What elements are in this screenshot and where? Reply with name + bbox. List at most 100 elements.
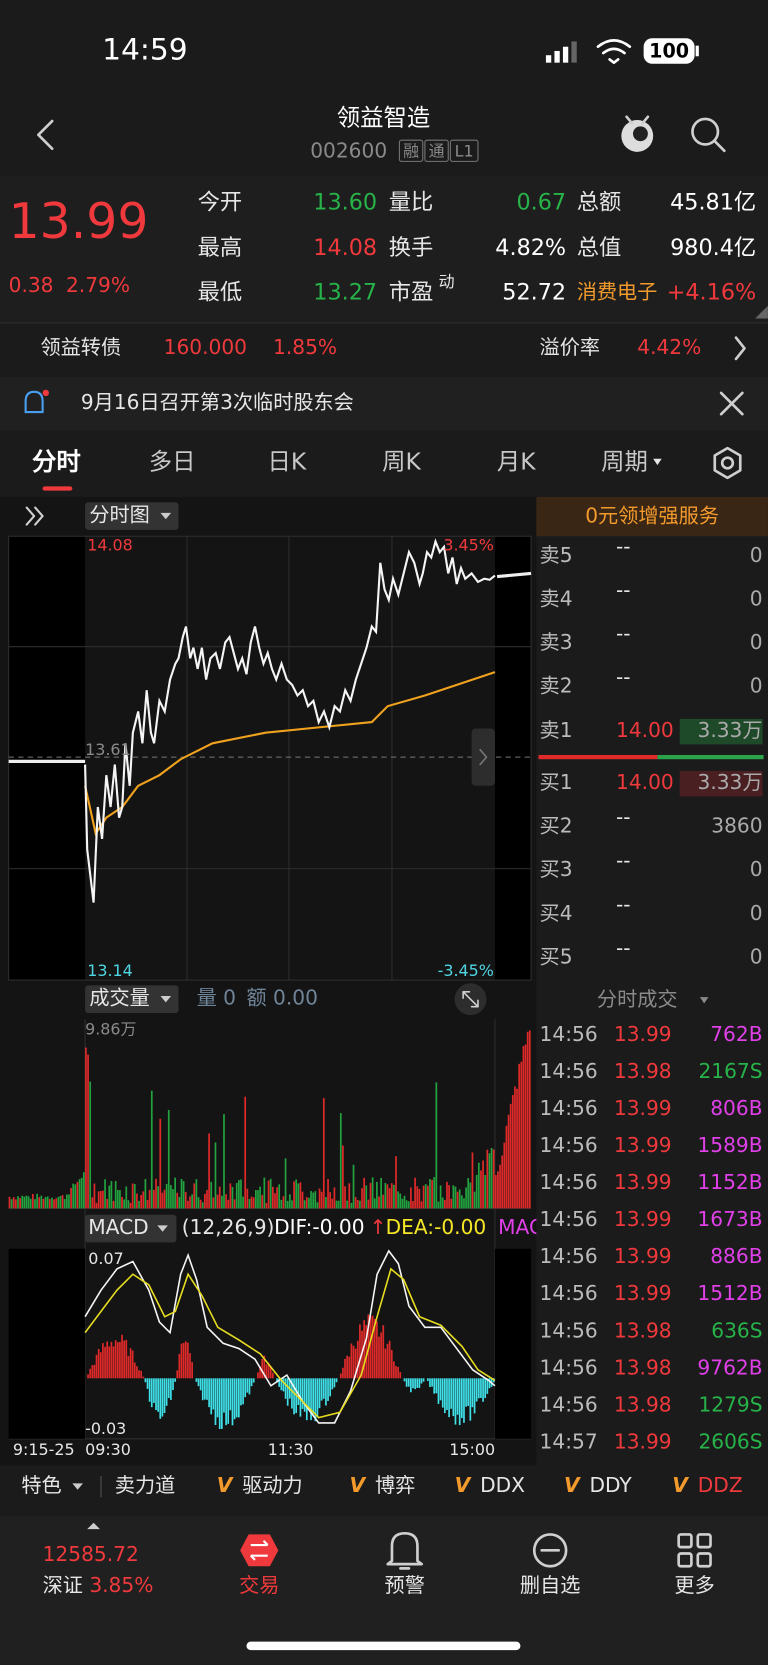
trade-price: 13.99 [614,1170,672,1194]
book-volume: 3860 [711,814,762,838]
dif-line [84,1249,496,1424]
volume-bar [373,1198,376,1209]
volume-now: 量 0 [197,986,236,1010]
bond-name: 领益转债 [40,335,121,359]
chart-handle[interactable] [471,728,495,786]
caret [72,1483,83,1490]
volume-bar [295,1179,298,1209]
back-button[interactable] [37,119,54,150]
macd-bar [342,1367,344,1379]
volume-bar [452,1185,455,1209]
indicator[interactable]: 卖力道 [115,1473,175,1497]
volume-bar [193,1183,196,1209]
volume-bar [484,1175,487,1209]
open-label: 今开 [198,189,243,215]
book-label: 卖3 [540,630,573,654]
macd-bar [348,1356,351,1379]
tab[interactable]: 分时 [32,447,81,476]
volume-bar [350,1202,353,1209]
nav-item[interactable]: 更多 [674,1573,714,1597]
volume-bar [108,1185,111,1209]
low-value: 13.27 [313,280,377,306]
macd-bar [484,1378,487,1399]
notice-text[interactable]: 9月16日召开第3次临时股东会 [81,390,354,414]
volume-bar [116,1189,119,1209]
bond-arrow[interactable] [734,336,746,361]
tab[interactable]: 多日 [149,447,196,475]
promo-text[interactable]: 0元领增强服务 [585,504,719,528]
trades-title[interactable]: 分时成交 [597,987,678,1011]
notice-close[interactable] [719,391,744,416]
volume-bar [522,1045,525,1209]
volume-bar [82,1172,85,1209]
macd-bar [305,1378,308,1421]
nav-item[interactable]: 删自选 [520,1573,580,1597]
volume-bar [38,1197,41,1209]
book-volume: 0 [750,543,763,567]
indicator[interactable]: 驱动力 [242,1473,302,1497]
trade-time: 14:56 [540,1096,598,1120]
trade-price: 13.99 [614,1281,672,1305]
volume-bar [237,1180,240,1209]
selector-bg[interactable] [85,502,179,530]
book-price: -- [616,665,631,689]
tab[interactable]: 周期 [601,447,648,475]
sector-name[interactable]: 消费电子 [577,280,658,304]
macd-bar [486,1378,489,1394]
macd-bar [161,1378,164,1417]
indicator[interactable]: DDY [589,1473,632,1497]
nav-item[interactable]: 交易 [239,1573,279,1597]
macd-bar [248,1378,251,1395]
search-button[interactable] [691,117,726,153]
time-axis: 9:15-25 09:30 11:30 15:00 [13,1440,495,1459]
volume-selector[interactable]: 成交量 [89,986,149,1010]
volume-bar [180,1178,183,1209]
mascot-button[interactable] [621,115,654,152]
macd-bar [221,1378,223,1429]
macd-bar [195,1378,198,1382]
macd-bar [327,1378,329,1401]
volume-bar [174,1177,176,1209]
volume-bar [450,1198,453,1209]
volume-bar [201,1202,204,1209]
expand-button[interactable] [25,506,44,526]
indicator[interactable]: 特色 [21,1473,61,1497]
trade-time: 14:56 [540,1392,598,1416]
handle-arrow [479,748,488,766]
volume-bar [240,1179,242,1209]
volume-bar [354,1197,357,1209]
high-value: 14.08 [313,235,377,261]
tab[interactable]: 日K [267,447,306,475]
tab[interactable]: 周K [382,447,421,475]
macd-bar [393,1361,395,1379]
macd-bar [284,1378,287,1399]
macd-bar [344,1358,346,1379]
macd-bar [250,1378,253,1387]
settings-button[interactable] [713,446,742,480]
macd-bar [414,1378,416,1390]
chart-selector[interactable]: 分时图 [89,503,149,527]
macd-selector[interactable]: MACD [88,1215,148,1239]
macd-bar [187,1342,189,1379]
volume-bar [195,1179,198,1209]
promo-bg[interactable] [536,496,768,537]
volume-bar [78,1179,81,1209]
indicator[interactable]: DDZ [698,1473,743,1497]
selector-bg[interactable] [85,1214,177,1243]
indicator-bar: 特色 卖力道 V 驱动力 V 博弈 V DDX V DDY V DDZ [21,1473,743,1498]
macd-bar [365,1324,368,1379]
volume-bar [492,1149,495,1209]
selector-bg[interactable] [85,985,179,1014]
macd-bar [110,1341,113,1379]
nav-item[interactable]: 预警 [385,1573,425,1597]
macd-bar [488,1378,491,1389]
index-value[interactable]: 12585.72 [43,1542,139,1566]
tab[interactable]: 月K [497,447,536,475]
book-label: 买5 [540,944,573,968]
indicator[interactable]: 博弈 [375,1473,415,1497]
volume-bar [95,1202,98,1209]
indicator[interactable]: DDX [480,1473,525,1497]
v-badge: V [349,1473,366,1497]
macd-bar [359,1324,361,1379]
macd-bar [339,1373,342,1379]
